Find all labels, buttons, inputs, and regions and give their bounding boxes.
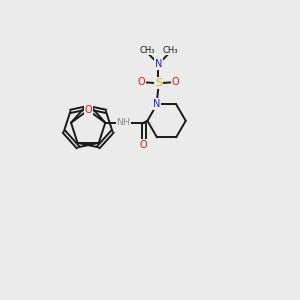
- Text: O: O: [172, 77, 179, 87]
- Text: CH₃: CH₃: [139, 46, 155, 55]
- Text: NH: NH: [117, 118, 130, 127]
- Text: N: N: [155, 59, 162, 69]
- Text: CH₃: CH₃: [162, 46, 178, 55]
- Text: O: O: [84, 105, 92, 115]
- Text: O: O: [140, 140, 147, 150]
- Text: N: N: [153, 99, 161, 109]
- Text: S: S: [155, 78, 162, 88]
- Text: O: O: [138, 77, 145, 87]
